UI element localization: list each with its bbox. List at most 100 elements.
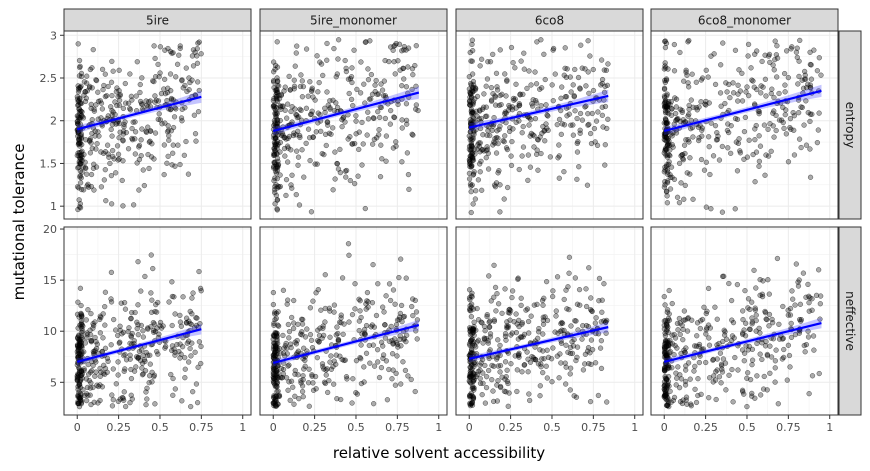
- scatter-point: [784, 377, 790, 383]
- scatter-point: [93, 146, 99, 152]
- scatter-point: [797, 301, 804, 307]
- scatter-point: [271, 118, 278, 124]
- scatter-point: [469, 290, 475, 296]
- scatter-point: [293, 132, 299, 138]
- scatter-point: [664, 402, 671, 409]
- scatter-point: [91, 106, 97, 112]
- scatter-point: [282, 107, 288, 113]
- scatter-point: [575, 74, 582, 81]
- scatter-point: [349, 79, 355, 86]
- scatter-point: [308, 209, 315, 215]
- scatter-point: [343, 167, 350, 174]
- scatter-point: [412, 388, 418, 395]
- column-strip-label: 5ire: [146, 14, 169, 28]
- panel-6co8-neffective: [455, 226, 644, 416]
- scatter-point: [280, 350, 287, 356]
- scatter-point: [309, 108, 315, 114]
- x-tick-label: 0.5: [738, 421, 756, 434]
- scatter-point: [789, 288, 795, 294]
- scatter-point: [664, 167, 671, 173]
- scatter-point: [497, 209, 503, 215]
- scatter-point: [158, 90, 165, 97]
- scatter-point: [516, 350, 522, 356]
- scatter-point: [365, 109, 371, 115]
- scatter-point: [274, 39, 280, 45]
- scatter-point: [359, 119, 365, 126]
- scatter-point: [519, 369, 525, 375]
- scatter-point: [307, 79, 313, 85]
- scatter-point: [680, 157, 687, 163]
- scatter-point: [567, 387, 573, 393]
- scatter-point: [78, 175, 84, 181]
- scatter-point: [477, 362, 483, 368]
- scatter-point: [485, 59, 491, 65]
- scatter-point: [151, 43, 157, 49]
- scatter-point: [390, 367, 396, 373]
- scatter-point: [563, 381, 569, 387]
- scatter-point: [378, 142, 384, 148]
- x-tick-label: 0: [466, 421, 473, 434]
- scatter-point: [568, 323, 574, 329]
- scatter-point: [373, 312, 380, 319]
- scatter-point: [404, 150, 411, 156]
- scatter-point: [391, 43, 397, 49]
- scatter-point: [691, 343, 698, 349]
- scatter-point: [473, 188, 479, 194]
- scatter-point: [717, 350, 724, 356]
- scatter-point: [728, 297, 735, 304]
- scatter-point: [485, 150, 491, 156]
- panel-6co8_monomer-neffective: [650, 226, 839, 416]
- scatter-point: [167, 71, 174, 77]
- scatter-point: [549, 82, 555, 88]
- scatter-point: [122, 80, 128, 87]
- scatter-point: [272, 189, 278, 196]
- scatter-point: [716, 374, 723, 380]
- scatter-point: [398, 302, 405, 309]
- scatter-point: [109, 133, 115, 139]
- scatter-point: [85, 307, 91, 313]
- scatter-point: [177, 161, 183, 168]
- scatter-point: [114, 143, 121, 149]
- scatter-point: [376, 126, 382, 133]
- scatter-point: [363, 350, 370, 356]
- scatter-point: [141, 182, 148, 189]
- scatter-point: [127, 400, 133, 406]
- scatter-point: [484, 144, 490, 150]
- scatter-point: [484, 76, 491, 82]
- scatter-point: [693, 399, 700, 406]
- scatter-point: [585, 122, 591, 128]
- scatter-point: [526, 391, 532, 397]
- scatter-point: [81, 92, 87, 98]
- scatter-point: [273, 371, 280, 377]
- scatter-point: [746, 326, 753, 332]
- scatter-point: [498, 101, 504, 108]
- scatter-point: [358, 314, 364, 321]
- scatter-point: [801, 122, 807, 128]
- scatter-point: [513, 119, 519, 126]
- scatter-point: [470, 201, 476, 207]
- scatter-point: [161, 142, 167, 148]
- scatter-point: [696, 137, 702, 144]
- scatter-point: [337, 146, 343, 153]
- x-tick-label: 0.75: [385, 421, 410, 434]
- scatter-point: [556, 153, 562, 159]
- scatter-point: [276, 184, 282, 190]
- scatter-point: [466, 86, 473, 92]
- scatter-point: [468, 148, 474, 154]
- scatter-point: [758, 392, 764, 398]
- scatter-point: [510, 59, 516, 66]
- scatter-point: [370, 401, 377, 407]
- scatter-point: [389, 351, 396, 357]
- scatter-point: [299, 321, 306, 327]
- scatter-point: [753, 285, 759, 291]
- scatter-point: [567, 74, 573, 80]
- scatter-point: [123, 129, 129, 136]
- scatter-point: [485, 340, 491, 346]
- scatter-point: [331, 45, 337, 52]
- scatter-point: [685, 315, 691, 321]
- scatter-point: [136, 142, 143, 149]
- scatter-point: [97, 313, 103, 319]
- scatter-point: [473, 85, 479, 92]
- scatter-point: [105, 151, 111, 157]
- scatter-point: [782, 89, 788, 95]
